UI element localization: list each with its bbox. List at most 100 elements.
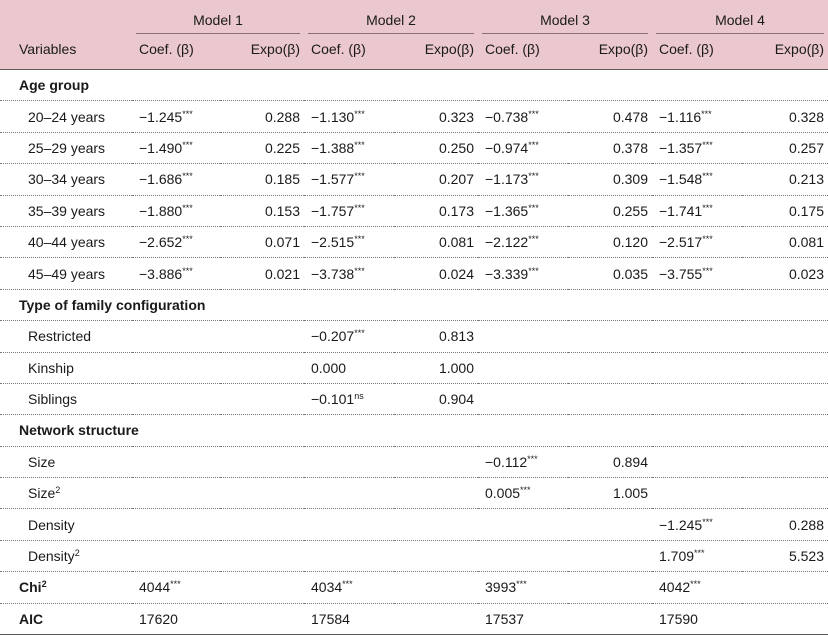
table-row: 45–49 years −3.886*** 0.021 −3.738*** 0.024−…: [0, 257, 828, 290]
stat-value: 4044: [139, 579, 171, 596]
table-row: Restricted −0.207*** 0.813: [0, 320, 828, 353]
significance-marker: ***: [528, 265, 539, 276]
coef-value: −0.974: [485, 139, 529, 156]
model-1-expo-cell: [220, 351, 304, 384]
significance-marker: ***: [182, 234, 193, 245]
row-label: 20–24 years: [0, 100, 132, 133]
coef-value: −1.173: [485, 171, 529, 188]
significance-marker: ***: [354, 234, 365, 245]
model-4-expo-cell: [742, 320, 828, 353]
row-label-superscript: 2: [55, 485, 61, 496]
row-label: 45–49 years: [0, 257, 132, 290]
model-4-expo-cell: 0.328: [742, 100, 828, 133]
model-4-expo-cell: 0.175: [742, 194, 828, 227]
coef-value: −3.755: [659, 265, 703, 282]
row-label-superscript: 2: [74, 548, 80, 559]
table-row: Density2 1.709*** 5.523: [0, 539, 828, 572]
stat-value: 4034: [311, 579, 343, 596]
model-2-expo-cell: 0.081: [394, 225, 478, 258]
significance-marker: ***: [182, 171, 193, 182]
row-label-text: Kinship: [28, 359, 74, 376]
model-1-coef-cell: [132, 445, 220, 478]
row-label-text: Size: [28, 485, 56, 502]
table-row: Size2 0.005*** 1.005: [0, 477, 828, 509]
section-title: Type of family configuration: [0, 288, 828, 321]
significance-marker: ***: [182, 265, 193, 276]
model-3-expo-cell: [568, 382, 652, 415]
significance-marker: ***: [342, 579, 353, 590]
significance-marker: ***: [354, 328, 365, 339]
row-label: Siblings: [0, 382, 132, 415]
model-2-coef-cell: −1.757***: [304, 194, 394, 227]
model-1-chi-value: 4044***: [132, 571, 220, 604]
model-4-coef-cell: −1.357***: [652, 131, 742, 164]
model-4-expo-cell: 0.288: [742, 508, 828, 541]
coef-value: −1.757: [311, 202, 355, 219]
significance-marker: ***: [528, 202, 539, 213]
model-3-chi-value: 3993***: [478, 571, 568, 604]
section-header-row: Age group: [0, 68, 828, 101]
row-label: 25–29 years: [0, 131, 132, 164]
model-2-coef-cell: −1.130***: [304, 100, 394, 133]
model-1-aic-value: 17620: [132, 602, 220, 635]
significance-marker: ***: [182, 108, 193, 119]
section-title: Age group: [0, 68, 828, 101]
model-4-coef-cell: −1.741***: [652, 194, 742, 227]
model-4-coef-cell: −3.755***: [652, 257, 742, 290]
model-4-coef-cell: [652, 351, 742, 384]
significance-marker: ***: [354, 171, 365, 182]
row-label: Kinship: [0, 351, 132, 384]
coef-value: −1.741: [659, 202, 703, 219]
model-2-expo-cell: [394, 445, 478, 478]
model-2-coef-cell: −0.207***: [304, 320, 394, 353]
coef-header: Coef. (β): [139, 41, 194, 57]
variables-header: Variables: [19, 41, 77, 57]
model-3-coef-cell: −0.974***: [478, 131, 568, 164]
coef-value: −3.339: [485, 265, 529, 282]
coef-value: −1.490: [139, 139, 183, 156]
coef-value: −3.886: [139, 265, 183, 282]
model-1-coef-cell: −1.686***: [132, 163, 220, 196]
coef-header: Coef. (β): [485, 41, 540, 57]
model-1-coef-cell: −1.245***: [132, 100, 220, 133]
row-label: 35–39 years: [0, 194, 132, 227]
model-3-expo-cell: [568, 351, 652, 384]
model-1-coef-cell: −2.652***: [132, 225, 220, 258]
model-3-coef-cell: −1.173***: [478, 163, 568, 196]
model-3-coef-cell: −0.112***: [478, 445, 568, 478]
model-2-aic-value: 17584: [304, 602, 394, 635]
model-2-expo-cell: [394, 477, 478, 509]
model-4-expo-cell: 5.523: [742, 539, 828, 572]
model-2-coef-cell: −1.388***: [304, 131, 394, 164]
model-3-expo-cell: [568, 539, 652, 572]
model-3-coef-cell: 0.005***: [478, 477, 568, 509]
table-body: Age group 20–24 years −1.245*** 0.288 −1.130…: [0, 68, 828, 635]
coef-value: −2.517: [659, 234, 703, 251]
coef-value: −1.357: [659, 139, 703, 156]
significance-marker: ***: [690, 579, 701, 590]
expo-header: Expo(β): [250, 41, 300, 57]
coef-value: −0.112: [485, 453, 528, 470]
model-2-coef-cell: −3.738***: [304, 257, 394, 290]
model-1-aic-empty: [220, 602, 304, 635]
table-row: Density −1.245*** 0.288: [0, 508, 828, 541]
model-1-expo-cell: 0.153: [220, 194, 304, 227]
model-4-expo-cell: [742, 382, 828, 415]
model-2-header: Model 2: [304, 0, 478, 39]
row-label-text: Size: [28, 453, 56, 470]
row-label: Size: [0, 445, 132, 478]
model-1-coef-cell: −1.880***: [132, 194, 220, 227]
significance-marker: ***: [528, 108, 539, 119]
model-4-chi-empty: [742, 571, 828, 604]
model-4-expo-cell: 0.023: [742, 257, 828, 290]
significance-marker: ***: [701, 108, 712, 119]
stat-value: 17584: [311, 610, 350, 627]
significance-marker: ***: [694, 548, 705, 559]
model-1-expo-cell: 0.021: [220, 257, 304, 290]
table-row: 35–39 years −1.880*** 0.153 −1.757*** 0.173−…: [0, 194, 828, 227]
model-4-coef-cell: 1.709***: [652, 539, 742, 572]
model-4-coef-cell: −1.548***: [652, 163, 742, 196]
row-label: Density2: [0, 539, 132, 572]
model-2-expo-cell: 1.000: [394, 351, 478, 384]
table-row: Kinship 0.000 1.000: [0, 351, 828, 384]
